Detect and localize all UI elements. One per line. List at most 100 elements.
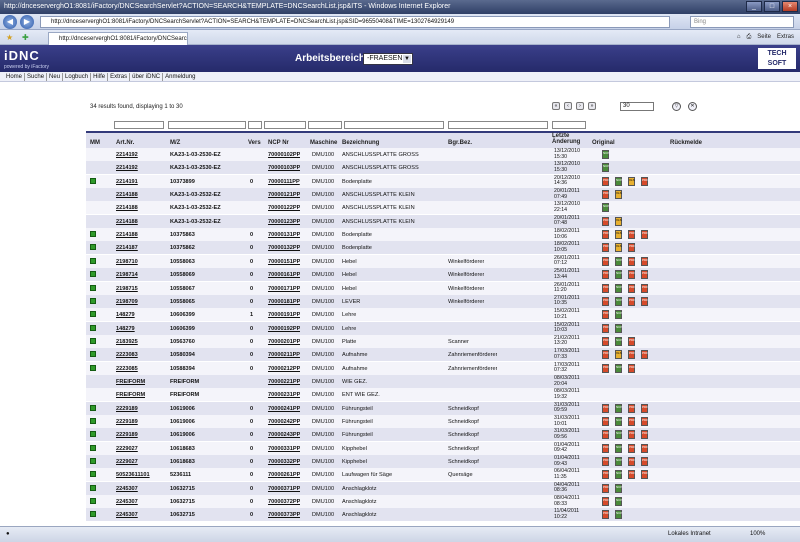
next-page-icon[interactable]: › [576,102,584,110]
pdf-file-icon[interactable]: PDF [641,430,648,440]
pdf-file-icon[interactable]: PDF [641,230,648,240]
cell-ncp[interactable]: 70000201PP [268,338,301,345]
close-button[interactable]: × [782,1,798,12]
table-row[interactable]: 2198709 10558065 0 70000181PP DMU100 LEVER Win… [86,294,800,308]
cell-ncp[interactable]: 70000212PP [268,365,301,372]
cell-art[interactable]: 2214188 [116,232,138,239]
table-row[interactable]: FREIFORM FREIFORM 70000231PP DMU100 ENT WIE … [86,388,800,402]
cell-art[interactable]: 2229189 [116,405,138,412]
pdf-file-icon[interactable]: PDF [602,363,609,373]
cell-art[interactable]: 2214188 [116,218,138,225]
menu-extras[interactable]: Extras [108,73,131,81]
table-row[interactable]: FREIFORM FREIFORM 70000221PP DMU100 WIE GEZ.… [86,374,800,388]
filter-bgr-input[interactable] [448,121,548,129]
mm-status-icon[interactable] [90,297,96,304]
cell-art[interactable]: 2214191 [116,178,138,185]
pdf-file-icon[interactable]: PDF [602,443,609,453]
cell-art[interactable]: 148279 [116,312,135,319]
pdf-file-icon[interactable]: PDF [641,296,648,306]
col-maschine[interactable]: Maschine [310,140,338,146]
col-rueckmelde[interactable]: Rückmelde [670,140,703,146]
cell-ncp[interactable]: 70000151PP [268,258,301,265]
col-art[interactable]: Art.Nr. [116,140,135,146]
pdf-file-icon[interactable]: PDF [602,350,609,360]
table-row[interactable]: 2214187 10375862 0 70000132PP DMU100 Bodenpla… [86,241,800,255]
menu-home[interactable]: Home [4,73,26,81]
cell-art[interactable]: 2198715 [116,285,138,292]
pdf-file-icon[interactable]: PDF [602,403,609,413]
add-favorite-icon[interactable]: ✚ [22,33,29,42]
cell-art[interactable]: 2214188 [116,205,138,212]
table-row[interactable]: 148279 10606399 0 70000192PP DMU100 Lehre 15/0… [86,321,800,335]
pdf-file-icon[interactable]: PDF [602,336,609,346]
cell-ncp[interactable]: 70000372PP [268,499,301,506]
cell-ncp[interactable]: 70000332PP [268,459,301,466]
cell-art[interactable]: 50523611101 [116,472,150,479]
mm-status-icon[interactable] [90,444,96,451]
pdf-file-icon[interactable]: PDF [602,176,609,186]
pdf-file-icon[interactable]: PDF [602,417,609,426]
menu-anmeldung[interactable]: Anmeldung [165,74,196,80]
pdf-file-icon[interactable]: PDF [602,256,609,266]
cell-art[interactable]: 2229027 [116,459,138,466]
mm-status-icon[interactable] [90,471,96,478]
mm-status-icon[interactable] [90,431,96,438]
cell-ncp[interactable]: 70000371PP [268,485,301,492]
pdf-file-icon[interactable]: PDF [602,457,609,467]
ncp-file-icon[interactable]: NCP [615,336,622,346]
workarea-select[interactable]: -FRAESEN ▼ [363,53,413,65]
menu-suche[interactable]: Suche [25,73,48,81]
cell-art[interactable]: 148279 [116,325,135,332]
home-icon[interactable]: ⌂ [736,34,741,40]
cell-art[interactable]: 2245307 [116,512,138,519]
cell-art[interactable]: 2245307 [116,485,138,492]
col-bgr[interactable]: Bgr.Bez. [448,140,473,146]
ncp-file-icon[interactable]: NCP [615,283,622,293]
prev-page-icon[interactable]: ‹ [564,102,572,110]
cell-art[interactable]: 2214192 [116,152,138,158]
search-input[interactable]: Bing [690,16,794,28]
cell-art[interactable]: 2198714 [116,272,138,279]
filter-ncp-input[interactable] [264,121,306,129]
table-row[interactable]: 2245307 10632715 0 70000372PP DMU100 Anschlag… [86,495,800,509]
table-row[interactable]: 2214192 KA23-1-03-2530-EZ 70000103PP DMU100… [86,161,800,175]
ncp-file-icon[interactable]: NCP [615,483,622,493]
browser-tab[interactable]: http://dnceserverghO1:8081/iFactory/DNCS… [48,32,188,45]
back-icon[interactable]: ◀ [3,15,17,29]
pdf-file-icon[interactable]: PDF [641,470,648,480]
table-row[interactable]: 2229027 10618683 0 70000331PP DMU100 Kipphebe… [86,441,800,455]
table-row[interactable]: 2214191 10373899 0 70000111PP DMU100 Bodenpla… [86,174,800,188]
extras-menu[interactable]: Extras [776,34,794,40]
pdf-file-icon[interactable]: PDF [602,243,609,253]
pdf-file-icon[interactable]: PDF [602,323,609,333]
cell-ncp[interactable]: 70000243PP [268,432,301,439]
pdf-file-icon[interactable]: PDF [602,270,609,280]
mm-status-icon[interactable] [90,351,96,358]
mm-status-icon[interactable] [90,404,96,411]
pdf-file-icon[interactable]: PDF [628,417,635,426]
table-row[interactable]: 2183925 10563760 0 70000201PP DMU100 Platte Sc… [86,334,800,348]
pdf-file-icon[interactable]: PDF [602,216,609,226]
cell-ncp[interactable]: 70000132PP [268,245,301,252]
filter-date-input[interactable] [552,121,586,129]
maximize-button[interactable]: □ [764,1,780,12]
cell-art[interactable]: 2223083 [116,352,138,359]
pdf-file-icon[interactable]: PDF [602,296,609,306]
col-bezeichnung[interactable]: Bezeichnung [342,140,380,146]
pdf-file-icon[interactable]: PDF [641,417,648,426]
address-input[interactable]: http://dnceserverghO1:8081/iFactory/DNCS… [40,16,670,28]
table-row[interactable]: 2214192 KA23-1-03-2530-EZ 70000102PP DMU100… [86,148,800,161]
ncp-file-icon[interactable]: NCP [615,323,622,333]
pdf-file-icon[interactable]: PDF [641,403,648,413]
cell-art[interactable]: 2245307 [116,499,138,506]
table-row[interactable]: 2229189 10619006 0 70000243PP DMU100 Führungs… [86,428,800,442]
cell-ncp[interactable]: 70000242PP [268,419,301,425]
table-row[interactable]: 2214188 KA23-1-03-2532-EZ 70000121PP DMU100… [86,188,800,202]
xls-file-icon[interactable]: XLS [628,176,635,186]
mm-status-icon[interactable] [90,244,96,251]
ncp-file-icon[interactable]: NCP [615,176,622,186]
ncp-file-icon[interactable]: NCP [615,270,622,280]
xls-file-icon[interactable]: XLS [615,190,622,200]
filter-vers-input[interactable] [248,121,262,129]
pdf-file-icon[interactable]: PDF [628,283,635,293]
